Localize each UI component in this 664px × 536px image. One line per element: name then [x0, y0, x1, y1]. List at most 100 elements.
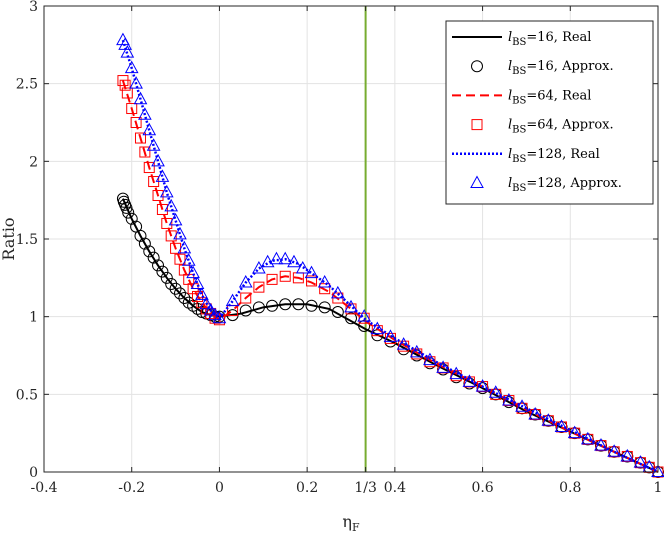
data-point-marker — [331, 306, 344, 319]
data-point-marker — [279, 298, 292, 311]
legend-entry: lBS=128, Approx. — [470, 175, 622, 194]
data-point-marker — [143, 245, 156, 258]
data-point-marker — [541, 413, 556, 426]
y-tick-label: 1.5 — [16, 232, 38, 248]
data-point-marker — [152, 259, 165, 272]
data-point-marker — [411, 348, 423, 360]
y-tick-label: 2.5 — [16, 77, 38, 93]
y-axis-label: Ratio — [0, 217, 18, 260]
x-axis-label: ηF — [342, 512, 360, 534]
data-point-marker — [269, 251, 284, 265]
data-point-marker — [225, 293, 240, 307]
ticks: -0.4 -0.2 0 0.2 1/3 0.4 0.6 0.8 1 0 0.5 1 1.5 2 2.5 3 — [16, 0, 663, 496]
data-point-marker — [195, 287, 209, 300]
data-point-marker — [319, 283, 331, 295]
data-point-marker — [306, 275, 318, 287]
data-point-marker — [345, 312, 357, 325]
series-5 — [116, 32, 664, 477]
data-point-marker — [260, 254, 275, 268]
data-point-marker — [318, 301, 331, 314]
data-point-marker — [199, 296, 214, 310]
data-point-marker — [122, 206, 135, 219]
data-point-marker — [371, 325, 383, 337]
data-point-marker — [129, 76, 143, 89]
data-point-marker — [151, 153, 165, 167]
legend-entry: lBS=128, Real — [452, 147, 600, 165]
data-point-marker — [159, 184, 174, 198]
data-point-marker — [238, 274, 253, 288]
data-point-marker — [156, 265, 169, 278]
data-point-marker — [239, 304, 252, 317]
data-point-marker — [253, 281, 265, 293]
data-point-marker — [554, 419, 569, 432]
data-point-marker — [317, 274, 332, 288]
data-point-marker — [138, 107, 152, 120]
x-tick-label: 0.4 — [384, 480, 406, 496]
legend-marker-sample — [471, 119, 483, 131]
data-point-marker — [160, 271, 173, 284]
data-point-marker — [152, 190, 164, 202]
data-point-marker — [143, 162, 155, 174]
data-point-marker — [266, 299, 279, 312]
data-point-marker — [134, 132, 146, 144]
data-point-marker — [134, 229, 147, 242]
x-tick-label: 1 — [654, 480, 663, 496]
data-point-marker — [156, 203, 168, 215]
legend-box — [445, 20, 654, 205]
data-point-marker — [396, 337, 411, 350]
legend-label: lBS=64, Approx. — [508, 118, 614, 136]
data-point-marker — [139, 146, 151, 158]
data-point-marker — [182, 296, 195, 309]
data-point-marker — [187, 299, 200, 312]
data-point-marker — [125, 212, 138, 225]
data-point-marker — [121, 87, 133, 99]
data-point-marker — [278, 251, 293, 265]
legend-marker-sample — [471, 60, 483, 73]
y-tick-label: 3 — [29, 0, 38, 15]
data-point-marker — [357, 309, 371, 322]
data-point-marker — [358, 319, 371, 332]
data-point-marker — [345, 303, 357, 315]
x-tick-label: -0.4 — [31, 480, 58, 496]
legend-entry: lBS=64, Approx. — [471, 118, 614, 136]
data-point-marker — [124, 60, 139, 74]
data-point-marker — [168, 212, 183, 226]
data-point-marker — [181, 253, 196, 266]
data-point-marker — [304, 265, 319, 279]
data-point-marker — [567, 425, 582, 439]
data-point-marker — [620, 448, 635, 462]
data-point-marker — [169, 282, 182, 295]
data-point-marker — [138, 237, 151, 250]
data-point-marker — [424, 356, 436, 368]
data-point-marker — [594, 438, 608, 451]
legend-entry: lBS=64, Real — [452, 88, 591, 106]
data-point-marker — [212, 310, 227, 324]
legend-label: lBS=64, Real — [508, 88, 591, 106]
data-point-marker — [292, 298, 305, 311]
data-point-marker — [449, 366, 464, 380]
y-tick-label: 0.5 — [16, 387, 38, 403]
legend-label: lBS=16, Real — [508, 30, 591, 48]
data-point-marker — [186, 265, 200, 279]
data-point-marker — [580, 431, 595, 445]
data-point-marker — [502, 393, 516, 406]
data-point-marker — [516, 402, 528, 414]
x-tick-label: 0.6 — [471, 480, 493, 496]
data-point-marker — [528, 406, 543, 420]
legend-entry: lBS=16, Approx. — [471, 59, 614, 77]
x-tick-label: 0.8 — [559, 480, 581, 496]
data-point-marker — [607, 444, 621, 457]
data-point-marker — [462, 374, 477, 387]
x-tick-label: 0 — [215, 480, 224, 496]
data-point-marker — [173, 287, 186, 300]
x-tick-label: 0.2 — [296, 480, 318, 496]
data-point-marker — [240, 292, 252, 304]
x-tick-label: 1/3 — [354, 480, 377, 496]
legend-marker-sample — [470, 175, 484, 188]
x-tick-label: -0.2 — [118, 480, 145, 496]
data-point-marker — [305, 299, 318, 312]
data-point-marker — [130, 117, 142, 128]
data-point-marker — [155, 169, 170, 182]
data-point-marker — [146, 138, 161, 151]
